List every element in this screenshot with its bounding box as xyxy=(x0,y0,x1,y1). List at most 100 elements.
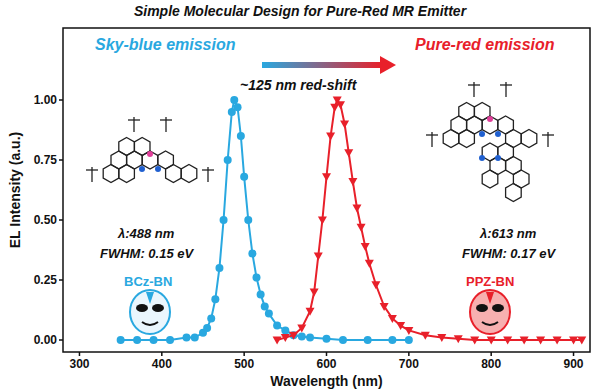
marker xyxy=(281,334,290,342)
y-tick xyxy=(59,99,63,101)
atom xyxy=(139,166,145,172)
ring xyxy=(166,165,182,183)
x-tick-label: 600 xyxy=(316,357,336,371)
atom xyxy=(155,166,161,172)
tbu-bond xyxy=(431,139,432,147)
marker xyxy=(248,250,256,258)
mask-mouth xyxy=(482,322,498,325)
marker xyxy=(364,336,372,344)
marker xyxy=(357,224,366,232)
tbu-bond xyxy=(473,82,474,89)
y-tick xyxy=(59,159,63,161)
mask-mark xyxy=(486,292,494,304)
tbu-bond xyxy=(91,174,92,182)
marker xyxy=(265,310,273,318)
marker xyxy=(339,336,347,344)
atom xyxy=(487,116,493,122)
plot-frame xyxy=(63,28,590,352)
marker xyxy=(257,290,265,298)
y-tick-label: 0.00 xyxy=(34,333,58,347)
tbu-bond xyxy=(165,117,166,124)
marker xyxy=(203,324,211,332)
shift-arrow xyxy=(262,62,382,68)
marker xyxy=(215,264,223,272)
shift-arrow-head xyxy=(380,56,396,74)
title: Simple Molecular Design for Pure-Red MR … xyxy=(134,3,468,19)
marker xyxy=(298,332,306,340)
marker xyxy=(237,132,245,140)
ring xyxy=(181,165,197,183)
annotation: ~125 nm red-shift xyxy=(240,77,358,93)
tbu-bond xyxy=(547,139,548,147)
marker xyxy=(240,173,248,181)
marker xyxy=(340,121,349,129)
atom xyxy=(495,155,501,161)
marker xyxy=(336,101,345,109)
molecule xyxy=(86,117,214,183)
marker xyxy=(326,133,335,141)
tbu-bond xyxy=(207,167,208,174)
marker xyxy=(371,281,380,289)
ring xyxy=(459,130,475,148)
ring xyxy=(142,151,158,169)
mask-eye xyxy=(492,304,504,312)
compound-label: BCz-BN xyxy=(124,274,172,289)
tbu-bond xyxy=(431,132,432,139)
marker xyxy=(191,334,199,342)
atom xyxy=(479,155,485,161)
x-tick-label: 800 xyxy=(481,357,501,371)
ring xyxy=(521,130,537,148)
marker xyxy=(306,308,315,316)
marker xyxy=(365,260,374,268)
y-tick-label: 1.00 xyxy=(34,93,58,107)
marker xyxy=(454,335,463,343)
marker xyxy=(310,289,319,297)
x-tick-label: 400 xyxy=(152,357,172,371)
marker xyxy=(211,295,219,303)
atom xyxy=(495,131,501,137)
mask-eye xyxy=(136,304,148,312)
atom xyxy=(147,151,153,157)
marker xyxy=(503,337,512,345)
x-tick-label: 500 xyxy=(234,357,254,371)
chart: Simple Molecular Design for Pure-Red MR … xyxy=(0,0,600,392)
marker xyxy=(577,337,586,345)
tbu-bond xyxy=(91,167,92,174)
x-tick xyxy=(326,352,328,356)
marker xyxy=(133,336,141,344)
marker xyxy=(183,334,191,342)
ring xyxy=(103,165,119,183)
marker xyxy=(380,303,389,311)
tbu-bond xyxy=(165,124,166,132)
y-tick xyxy=(59,339,63,341)
ring xyxy=(482,170,498,188)
marker xyxy=(404,327,413,335)
series-line xyxy=(121,100,409,340)
y-axis-label: EL Intensity (a.u.) xyxy=(7,132,23,248)
marker xyxy=(273,337,282,345)
marker xyxy=(150,336,158,344)
marker xyxy=(281,326,289,334)
tbu-bond xyxy=(547,132,548,139)
series-annotation: λ:488 nm xyxy=(117,226,175,241)
tbu-bond xyxy=(207,174,208,182)
marker xyxy=(224,156,232,164)
x-tick xyxy=(243,352,245,356)
x-tick-label: 900 xyxy=(564,357,584,371)
mask-face xyxy=(470,290,510,334)
marker xyxy=(487,337,496,345)
mask-mark xyxy=(146,292,154,304)
marker xyxy=(166,336,174,344)
series-annotation: FWHM: 0.17 eV xyxy=(462,246,557,261)
ring xyxy=(482,116,498,134)
x-tick xyxy=(408,352,410,356)
y-tick xyxy=(59,219,63,221)
marker xyxy=(322,173,331,181)
x-tick xyxy=(490,352,492,356)
x-tick xyxy=(79,352,81,356)
tbu-bond xyxy=(505,82,506,89)
compound-label: PPZ-BN xyxy=(466,274,514,289)
marker xyxy=(536,337,545,345)
tbu-bond xyxy=(133,117,134,124)
marker xyxy=(361,243,370,251)
